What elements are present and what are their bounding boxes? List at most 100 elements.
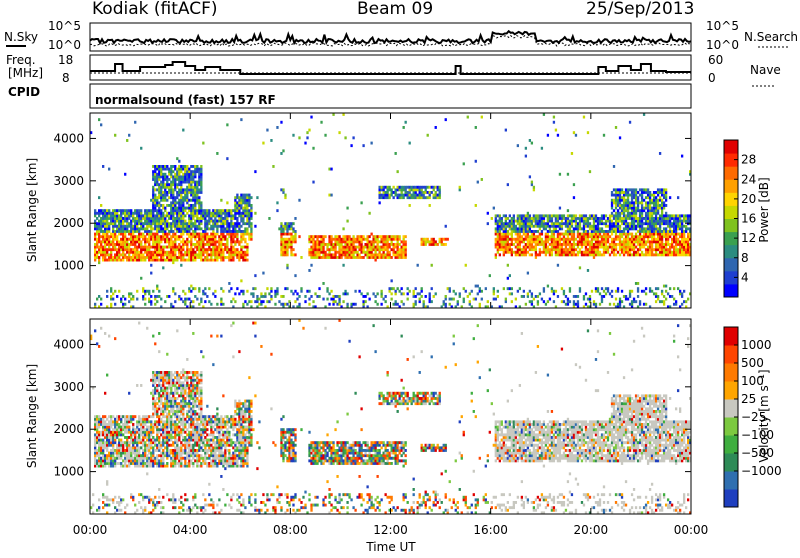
heatmap-cell (214, 233, 216, 236)
heatmap-cell (615, 235, 617, 238)
heatmap-cell (631, 204, 633, 207)
heatmap-cell (643, 207, 645, 210)
heatmap-cell (212, 233, 214, 236)
heatmap-cell (112, 209, 114, 212)
heatmap-cell (507, 248, 509, 251)
heatmap-cell (619, 227, 621, 230)
heatmap-cell (535, 253, 537, 256)
heatmap-cell (162, 246, 164, 249)
heatmap-cell (503, 238, 505, 241)
heatmap-cell (154, 209, 156, 212)
heatmap-cell (585, 246, 587, 249)
heatmap-cell (170, 207, 172, 210)
heatmap-cell (625, 298, 627, 301)
heatmap-cell (204, 209, 206, 212)
heatmap-cell (637, 222, 639, 225)
heatmap-cell (126, 256, 128, 259)
heatmap-cell (372, 246, 374, 249)
heatmap-cell (395, 290, 397, 293)
heatmap-cell (509, 220, 511, 223)
heatmap-cell (515, 251, 517, 254)
heatmap-cell (549, 235, 551, 238)
heatmap-cell (276, 290, 278, 293)
heatmap-cell (673, 240, 675, 243)
heatmap-cell (130, 214, 132, 217)
heatmap-cell (631, 191, 633, 194)
heatmap-cell (573, 240, 575, 243)
heatmap-cell (160, 230, 162, 233)
heatmap-cell (665, 253, 667, 256)
heatmap-cell (286, 243, 288, 246)
heatmap-cell (94, 243, 96, 246)
heatmap-cell (280, 248, 282, 251)
heatmap-cell (663, 227, 665, 230)
heatmap-cell (106, 222, 108, 225)
heatmap-cell (633, 235, 635, 238)
heatmap-cell (525, 227, 527, 230)
heatmap-cell (96, 227, 98, 230)
heatmap-cell (413, 292, 415, 295)
heatmap-cell (545, 251, 547, 254)
heatmap-cell (635, 233, 637, 236)
heatmap-cell (501, 238, 503, 241)
heatmap-cell (178, 238, 180, 241)
heatmap-cell (244, 214, 246, 217)
heatmap-cell (669, 217, 671, 220)
heatmap-cell (202, 251, 204, 254)
heatmap-cell (399, 188, 401, 191)
heatmap-cell (413, 290, 415, 293)
heatmap-cell (178, 253, 180, 256)
heatmap-cell (306, 131, 308, 134)
heatmap-cell (489, 274, 491, 277)
heatmap-cell (138, 251, 140, 254)
heatmap-cell (352, 256, 354, 259)
heatmap-cell (617, 230, 619, 233)
radar-title: Kodiak (fitACF) (92, 0, 218, 19)
heatmap-cell (172, 175, 174, 178)
heatmap-cell (268, 292, 270, 295)
heatmap-cell (166, 183, 168, 186)
heatmap-cell (102, 251, 104, 254)
heatmap-cell (417, 264, 419, 267)
heatmap-cell (110, 465, 112, 468)
heatmap-cell (421, 191, 423, 194)
heatmap-cell (142, 246, 144, 249)
heatmap-cell (499, 225, 501, 228)
heatmap-cell (118, 227, 120, 230)
heatmap-cell (116, 259, 118, 262)
heatmap-cell (384, 295, 386, 298)
heatmap-cell (224, 235, 226, 238)
heatmap-cell (296, 292, 298, 295)
heatmap-cell (511, 230, 513, 233)
heatmap-cell (625, 201, 627, 204)
heatmap-cell (657, 253, 659, 256)
heatmap-cell (661, 300, 663, 303)
heatmap-cell (160, 196, 162, 199)
heatmap-cell (549, 251, 551, 254)
heatmap-cell (673, 225, 675, 228)
heatmap-cell (104, 504, 106, 507)
heatmap-cell (114, 496, 116, 499)
heatmap-cell (643, 240, 645, 243)
heatmap-cell (587, 131, 589, 134)
heatmap-cell (595, 251, 597, 254)
heatmap-cell (370, 253, 372, 256)
heatmap-cell (657, 238, 659, 241)
heatmap-cell (102, 238, 104, 241)
heatmap-cell (547, 214, 549, 217)
heatmap-cell (567, 240, 569, 243)
heatmap-cell (202, 230, 204, 233)
heatmap-cell (346, 243, 348, 246)
heatmap-cell (587, 298, 589, 301)
heatmap-cell (200, 246, 202, 249)
heatmap-cell (685, 243, 687, 246)
heatmap-cell (419, 292, 421, 295)
heatmap-cell (114, 230, 116, 233)
heatmap-cell (116, 509, 118, 512)
heatmap-cell (669, 196, 671, 199)
heatmap-cell (595, 225, 597, 228)
heatmap-cell (663, 248, 665, 251)
heatmap-cell (112, 420, 114, 423)
heatmap-cell (156, 183, 158, 186)
heatmap-cell (595, 303, 597, 306)
